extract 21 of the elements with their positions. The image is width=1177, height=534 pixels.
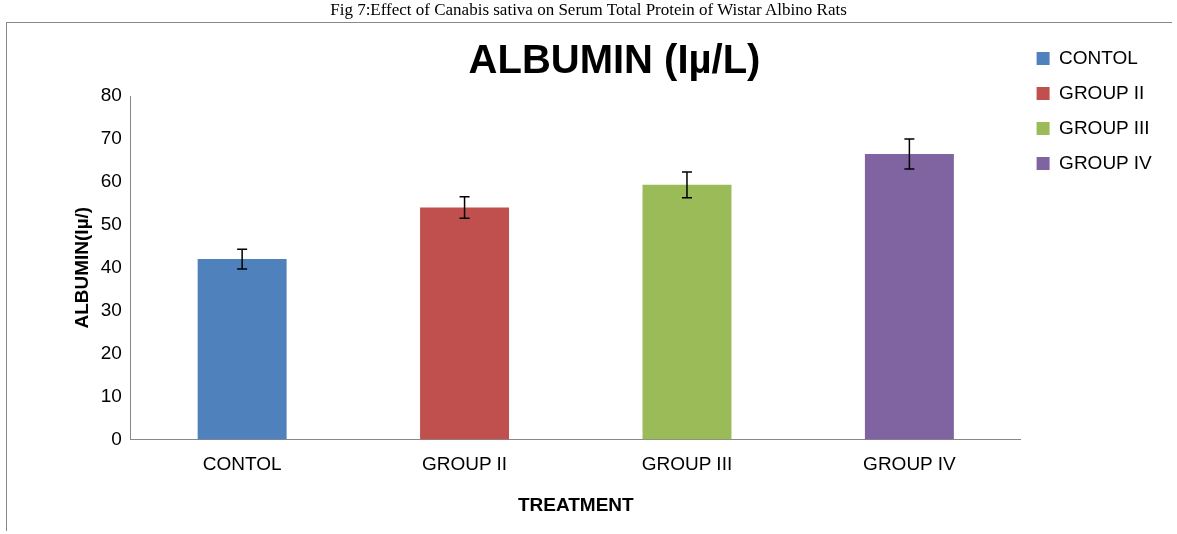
y-tick-label: 0 <box>111 427 122 449</box>
legend-label: CONTOL <box>1059 46 1138 68</box>
y-tick-label: 30 <box>100 298 122 320</box>
caption: Fig 7:Effect of Canabis sativa on Serum Total Protein of Wistar Albino Rats <box>329 0 848 20</box>
chart-title: ALBUMIN (Iµ/L) <box>468 37 761 82</box>
x-tick-label: GROUP II <box>421 453 508 475</box>
x-tick-label: GROUP III <box>641 453 733 475</box>
y-tick-label: 20 <box>100 341 122 363</box>
y-tick-label: 50 <box>100 213 122 235</box>
legend-label: GROUP III <box>1059 116 1150 138</box>
y-tick-label: 70 <box>100 127 122 149</box>
y-tick-label: 60 <box>100 170 122 192</box>
y-tick-label: 40 <box>100 255 122 277</box>
x-axis-title: TREATMENT <box>517 493 635 515</box>
x-tick-label: GROUP IV <box>863 453 956 475</box>
legend-label: GROUP IV <box>1059 151 1152 173</box>
y-tick-label: 10 <box>100 384 122 406</box>
legend-label: GROUP II <box>1059 81 1145 103</box>
x-tick-label: CONTOL <box>202 453 282 475</box>
y-axis-title: ALBUMIN(Iµ/) <box>70 206 92 329</box>
y-tick-label: 80 <box>100 84 122 106</box>
